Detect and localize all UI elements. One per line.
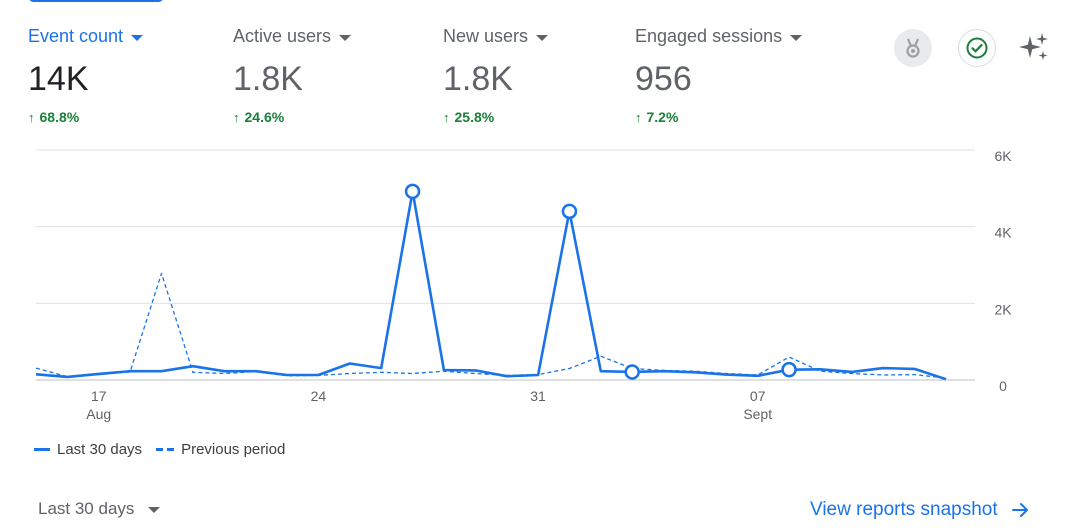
x-tick-label: 17 — [91, 388, 107, 404]
series-line-last-30-days — [35, 190, 947, 381]
metric-change: ↑ 7.2% — [635, 109, 802, 125]
metric-change: ↑ 25.8% — [443, 109, 548, 125]
legend-label: Last 30 days — [57, 441, 143, 458]
dashed-line-icon — [156, 448, 175, 451]
sparkle-icon[interactable] — [1015, 29, 1053, 67]
check-circle-icon[interactable] — [958, 29, 996, 67]
metric-event-count[interactable]: Event count 14K ↑ 68.8% — [28, 26, 144, 125]
metric-value: 956 — [635, 60, 692, 98]
arrow-up-icon: ↑ — [233, 109, 240, 125]
x-tick-label: 07 — [750, 388, 766, 404]
metric-change-value: 7.2% — [646, 109, 679, 125]
legend-label: Previous period — [181, 441, 286, 458]
metric-label-text: Engaged sessions — [635, 26, 783, 46]
event-count-line-chart: 0 2K 4K 6K 17 Aug 24 31 07 Sept — [35, 148, 1012, 422]
ribbon-badge-icon[interactable] — [894, 29, 932, 67]
card-footer: Last 30 days View reports snapshot — [0, 490, 1070, 530]
metric-value: 1.8K — [233, 60, 303, 98]
arrow-up-icon: ↑ — [443, 109, 450, 125]
y-tick-label: 4K — [994, 225, 1012, 241]
x-tick-label: 31 — [530, 388, 546, 404]
metrics-row: Event count 14K ↑ 68.8% Active users 1.8… — [0, 0, 1070, 140]
metric-new-users[interactable]: New users 1.8K ↑ 25.8% — [443, 26, 549, 125]
arrow-up-icon: ↑ — [28, 109, 35, 125]
x-tick-sublabel: Sept — [743, 406, 772, 422]
y-tick-label: 6K — [994, 148, 1012, 164]
metric-label[interactable]: New users — [443, 26, 549, 47]
metric-change: ↑ 68.8% — [28, 109, 143, 125]
solid-line-icon — [34, 448, 50, 451]
data-point-marker — [781, 361, 797, 378]
metric-value: 14K — [28, 60, 89, 98]
metric-change: ↑ 24.6% — [233, 109, 351, 125]
series-line-previous-period — [35, 272, 947, 379]
chevron-down-icon[interactable] — [536, 34, 549, 41]
metric-label-text: Event count — [28, 26, 124, 46]
metric-engaged-sessions[interactable]: Engaged sessions 956 ↑ 7.2% — [635, 26, 803, 125]
arrow-up-icon: ↑ — [635, 109, 642, 125]
metric-label[interactable]: Active users — [233, 26, 352, 47]
metric-label[interactable]: Event count — [28, 26, 144, 47]
y-tick-label: 2K — [994, 301, 1012, 317]
date-range-label: Last 30 days — [38, 499, 135, 518]
metric-value: 1.8K — [443, 60, 513, 98]
chevron-down-icon[interactable] — [339, 34, 352, 41]
chevron-down-icon[interactable] — [790, 34, 803, 41]
metric-change-value: 24.6% — [244, 109, 285, 125]
x-tick-label: 24 — [311, 388, 327, 404]
snapshot-link-label: View reports snapshot — [810, 499, 998, 520]
y-tick-label: 0 — [999, 378, 1007, 394]
metric-active-users[interactable]: Active users 1.8K ↑ 24.6% — [233, 26, 352, 125]
legend-item-previous: Previous period — [156, 441, 285, 458]
chevron-down-icon[interactable] — [148, 507, 161, 513]
arrow-right-icon — [1011, 503, 1028, 517]
data-point-marker — [624, 364, 640, 380]
metric-label-text: Active users — [233, 26, 332, 46]
data-point-marker — [404, 183, 421, 200]
date-range-dropdown[interactable]: Last 30 days — [38, 499, 161, 519]
chart-legend: Last 30 days Previous period — [34, 441, 299, 458]
metric-change-value: 68.8% — [39, 109, 80, 125]
chevron-down-icon[interactable] — [131, 34, 144, 41]
metric-change-value: 25.8% — [454, 109, 495, 125]
metric-label[interactable]: Engaged sessions — [635, 26, 803, 47]
metric-label-text: New users — [443, 26, 529, 46]
legend-item-current: Last 30 days — [34, 441, 142, 458]
x-tick-sublabel: Aug — [86, 406, 111, 422]
data-point-marker — [561, 203, 578, 220]
view-reports-snapshot-link[interactable]: View reports snapshot — [810, 499, 1030, 521]
